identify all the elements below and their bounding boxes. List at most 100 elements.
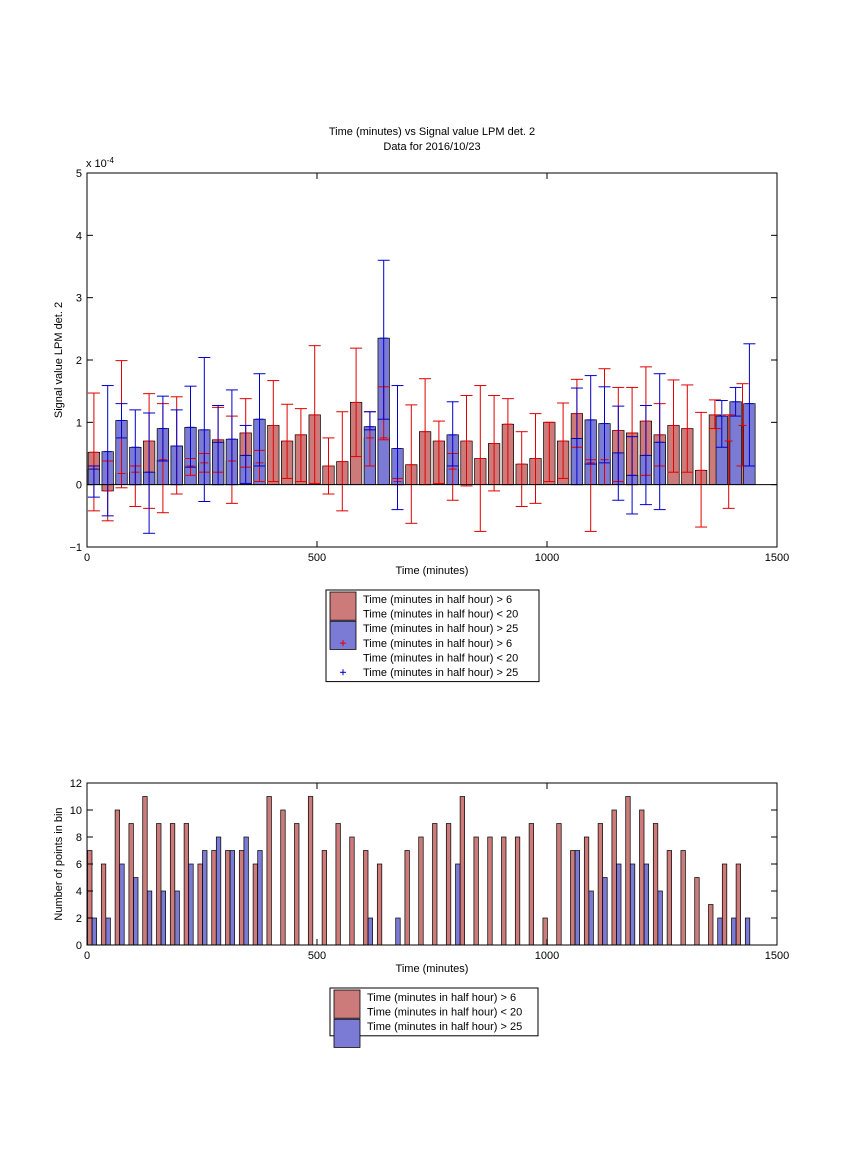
bar bbox=[639, 809, 645, 946]
bar bbox=[142, 796, 148, 946]
bar bbox=[680, 850, 686, 946]
x-axis-ticks: 0 500 1000 1500 bbox=[84, 173, 789, 564]
bar bbox=[528, 823, 534, 946]
x-tick-label: 500 bbox=[308, 552, 326, 564]
bar bbox=[349, 836, 355, 946]
error-bar bbox=[729, 386, 742, 417]
y-tick-label: −1 bbox=[69, 542, 82, 554]
bar bbox=[156, 823, 162, 946]
count-chart: 0 500 1000 1500 0 2 4 6 8 10 12 Time (minutes) Nu… bbox=[53, 778, 789, 1048]
error-bar bbox=[667, 379, 680, 473]
error-bar bbox=[598, 386, 611, 464]
bar bbox=[735, 863, 741, 946]
bar bbox=[87, 850, 93, 946]
error-bar bbox=[156, 395, 169, 462]
chart-title: Time (minutes) vs Signal value LPM det. … bbox=[329, 126, 535, 138]
y-tick-label: 2 bbox=[76, 913, 82, 925]
error-bar bbox=[115, 403, 128, 439]
error-bar bbox=[715, 400, 728, 448]
error-bar bbox=[695, 411, 708, 528]
bar bbox=[215, 836, 222, 946]
x-axis-label: Time (minutes) bbox=[396, 963, 469, 975]
y-tick-label: 4 bbox=[76, 230, 82, 242]
error-bar bbox=[198, 357, 211, 502]
legend: Time (minutes in half hour) > 6 Time (min… bbox=[329, 987, 539, 1048]
error-bar bbox=[474, 385, 487, 532]
error-bar bbox=[405, 404, 418, 524]
error-bar bbox=[639, 405, 652, 506]
bar bbox=[514, 836, 521, 946]
y-tick-label: 1 bbox=[76, 417, 82, 429]
bar bbox=[611, 809, 617, 946]
bar bbox=[211, 850, 217, 946]
bar bbox=[694, 877, 700, 946]
error-bar bbox=[336, 411, 349, 512]
legend-label: Time (minutes in half hour) > 25 bbox=[363, 667, 518, 679]
bar bbox=[133, 877, 139, 946]
chart-subtitle: Data for 2016/10/23 bbox=[383, 141, 480, 153]
y-tick-label: 8 bbox=[76, 832, 82, 844]
legend-label: Time (minutes in half hour) > 25 bbox=[363, 623, 518, 635]
bar bbox=[114, 809, 120, 946]
plot-area bbox=[87, 796, 751, 946]
bar bbox=[367, 917, 373, 946]
bar bbox=[731, 917, 737, 946]
bar bbox=[238, 850, 245, 946]
bar bbox=[744, 917, 751, 946]
bar bbox=[588, 890, 594, 946]
bar bbox=[721, 863, 728, 946]
bar bbox=[501, 836, 507, 946]
legend-marker bbox=[340, 640, 346, 647]
error-bar bbox=[143, 412, 156, 534]
bar bbox=[717, 917, 723, 946]
bar bbox=[363, 850, 369, 946]
bar bbox=[708, 904, 714, 946]
bar bbox=[280, 809, 286, 946]
error-bar bbox=[584, 375, 597, 465]
bar bbox=[583, 836, 590, 946]
error-bar bbox=[681, 384, 694, 473]
bar bbox=[169, 823, 176, 946]
error-bar bbox=[363, 411, 376, 431]
x-axis-ticks: 0 500 1000 1500 bbox=[84, 783, 789, 962]
legend-box bbox=[329, 987, 539, 1037]
legend-swatch bbox=[329, 591, 357, 621]
legend-box bbox=[325, 589, 540, 683]
bar bbox=[657, 890, 663, 946]
bar bbox=[487, 836, 493, 946]
bar bbox=[418, 836, 424, 946]
y-tick-label: 3 bbox=[76, 293, 82, 305]
bar bbox=[455, 863, 461, 946]
legend-label: Time (minutes in half hour) < 20 bbox=[363, 652, 518, 664]
y-tick-label: 10 bbox=[70, 805, 82, 817]
error-bar bbox=[294, 408, 307, 483]
error-bar bbox=[267, 380, 280, 483]
error-bar bbox=[543, 421, 556, 483]
bar bbox=[432, 823, 438, 946]
bar bbox=[556, 823, 562, 946]
bar bbox=[252, 863, 258, 946]
x-tick-label: 500 bbox=[308, 950, 326, 962]
y-tick-label: 5 bbox=[76, 168, 82, 180]
x-tick-label: 1500 bbox=[765, 552, 789, 564]
y-exponent-label: x 10-4 bbox=[86, 156, 114, 170]
legend-label: Time (minutes in half hour) > 6 bbox=[363, 594, 512, 606]
error-bar bbox=[101, 385, 114, 517]
signal-chart: Time (minutes) vs Signal value LPM det. … bbox=[53, 126, 789, 683]
error-bar bbox=[722, 414, 735, 509]
error-bar bbox=[239, 424, 252, 484]
bar bbox=[616, 863, 622, 946]
bar bbox=[243, 836, 249, 946]
bar bbox=[666, 850, 672, 946]
bar bbox=[643, 863, 649, 946]
y-tick-label: 6 bbox=[76, 859, 82, 871]
error-bar bbox=[515, 431, 528, 507]
error-bar bbox=[281, 403, 294, 479]
bar bbox=[257, 850, 263, 946]
bar bbox=[146, 890, 153, 946]
bar bbox=[174, 890, 180, 946]
bar bbox=[91, 917, 97, 946]
x-tick-label: 1000 bbox=[535, 950, 559, 962]
legend-label: Time (minutes in half hour) > 25 bbox=[367, 1021, 522, 1033]
bar bbox=[570, 850, 576, 946]
